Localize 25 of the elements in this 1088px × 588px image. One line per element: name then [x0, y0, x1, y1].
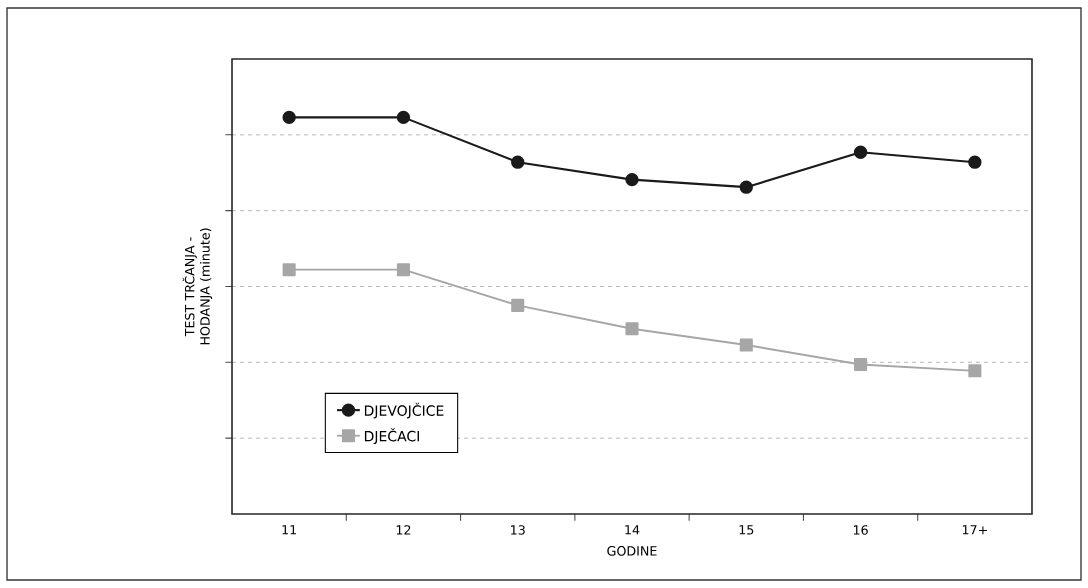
point: [511, 298, 525, 312]
point: [739, 180, 753, 194]
x-tick-label: 14: [625, 525, 640, 535]
point: [968, 364, 982, 378]
point: [282, 263, 296, 277]
point: [511, 155, 525, 169]
point: [282, 110, 296, 125]
x-tick-label: 17+: [962, 525, 987, 535]
x-tick-label: 15: [739, 525, 754, 535]
point: [625, 172, 639, 187]
y-axis-title: TEST TRČANJA - HODANJA (minute): [182, 228, 213, 345]
legend-label: DJEČACI: [364, 428, 419, 445]
point: [968, 155, 982, 169]
x-tick-label: 12: [396, 525, 411, 535]
x-tick-label: 16: [853, 525, 868, 535]
point: [396, 110, 411, 125]
point: [739, 338, 753, 352]
legend-label: DJEVOJČICE: [364, 402, 444, 419]
point: [854, 357, 868, 372]
x-tick-label: 11: [282, 525, 297, 535]
x-axis-title: GODINE: [607, 546, 657, 556]
x-tick-label: 13: [511, 525, 525, 535]
point: [396, 263, 410, 277]
point: [853, 145, 868, 159]
point: [625, 322, 639, 336]
